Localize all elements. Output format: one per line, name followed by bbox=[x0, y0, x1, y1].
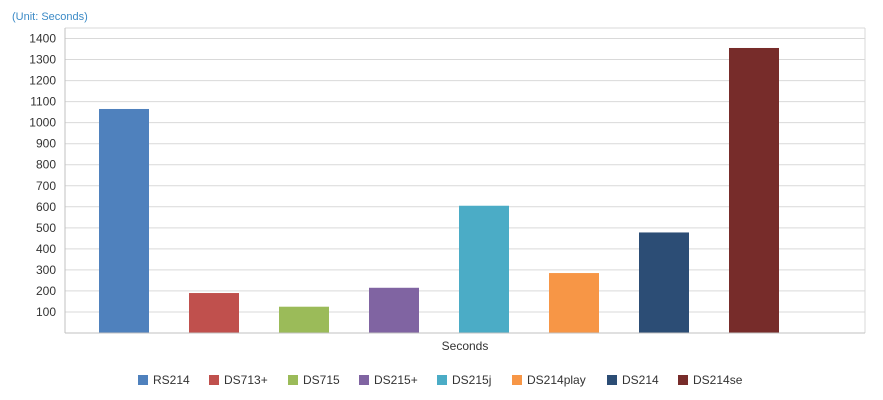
y-tick-label: 200 bbox=[36, 284, 56, 298]
unit-label: (Unit: Seconds) bbox=[12, 11, 88, 23]
legend-label: RS214 bbox=[153, 373, 190, 387]
bar-ds214se bbox=[729, 47, 779, 333]
legend-label: DS215j bbox=[452, 373, 492, 387]
legend-label: DS214 bbox=[622, 373, 659, 387]
legend-item: DS713+ bbox=[209, 371, 268, 389]
bar-ds214 bbox=[639, 232, 689, 333]
y-tick-label: 1200 bbox=[29, 74, 56, 88]
y-tick-label: 900 bbox=[36, 137, 56, 151]
legend-swatch bbox=[138, 375, 148, 385]
y-tick-label: 1300 bbox=[29, 53, 56, 67]
bar-ds715 bbox=[279, 306, 329, 333]
legend-swatch bbox=[678, 375, 688, 385]
legend-item: DS214se bbox=[678, 371, 742, 389]
legend-item: RS214 bbox=[138, 371, 190, 389]
y-tick-label: 700 bbox=[36, 179, 56, 193]
legend-item: DS214 bbox=[607, 371, 659, 389]
y-tick-label: 100 bbox=[36, 305, 56, 319]
legend-label: DS713+ bbox=[224, 373, 268, 387]
bar-rs214 bbox=[99, 108, 149, 333]
bar-ds713-plus bbox=[189, 293, 239, 333]
legend-swatch bbox=[288, 375, 298, 385]
x-axis-label: Seconds bbox=[442, 339, 489, 353]
y-tick-label: 800 bbox=[36, 158, 56, 172]
legend-swatch bbox=[512, 375, 522, 385]
legend-item: DS215j bbox=[437, 371, 491, 389]
legend-label: DS215+ bbox=[374, 373, 418, 387]
legend-label: DS214se bbox=[693, 373, 743, 387]
bars bbox=[99, 47, 779, 333]
legend-label: DS214play bbox=[527, 373, 586, 387]
legend: RS214 DS713+ DS715 DS215+ DS215j DS214play DS2… bbox=[0, 371, 883, 389]
y-tick-label: 400 bbox=[36, 242, 56, 256]
y-tick-label: 1100 bbox=[30, 95, 56, 109]
y-tick-label: 1000 bbox=[29, 116, 56, 130]
legend-swatch bbox=[209, 375, 219, 385]
y-tick-label: 300 bbox=[36, 263, 56, 277]
legend-item: DS715 bbox=[288, 371, 340, 389]
legend-swatch bbox=[359, 375, 369, 385]
legend-item: DS214play bbox=[512, 371, 586, 389]
legend-item: DS215+ bbox=[359, 371, 418, 389]
y-tick-label: 600 bbox=[36, 200, 56, 214]
legend-label: DS715 bbox=[303, 373, 340, 387]
bar-ds215-plus bbox=[369, 287, 419, 333]
bar-chart: 100 200 300 400 500 600 700 800 900 1000 1100 1200 1… bbox=[29, 27, 866, 353]
bar-ds214play bbox=[549, 273, 599, 333]
y-tick-label: 500 bbox=[36, 221, 56, 235]
bar-ds215j bbox=[459, 205, 509, 333]
legend-swatch bbox=[437, 375, 447, 385]
legend-swatch bbox=[607, 375, 617, 385]
y-tick-label: 1400 bbox=[29, 32, 56, 46]
y-axis-ticks: 100 200 300 400 500 600 700 800 900 1000 1100 1200 1… bbox=[29, 32, 56, 319]
